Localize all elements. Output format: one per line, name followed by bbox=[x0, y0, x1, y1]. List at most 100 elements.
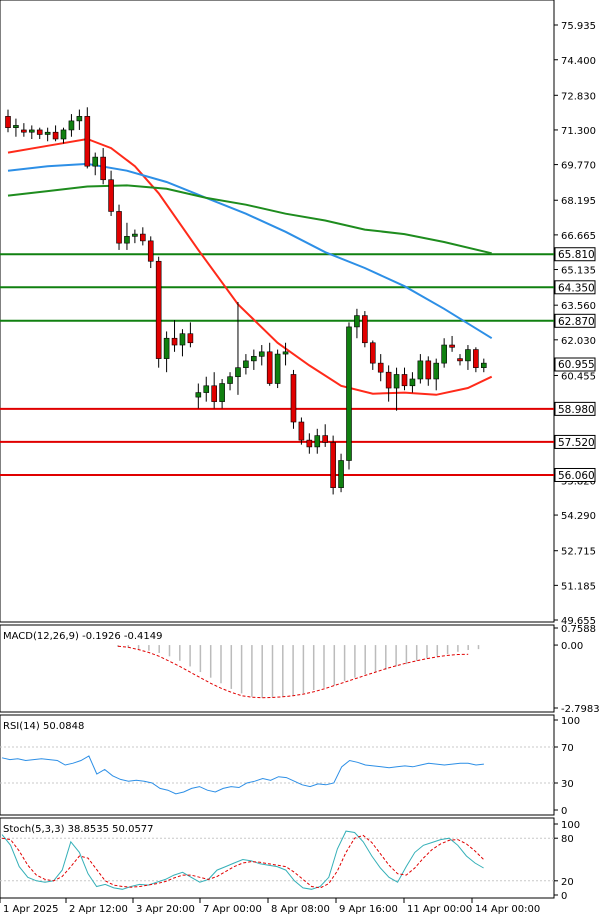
level-badge-label: 64.350 bbox=[558, 282, 595, 294]
candle-body bbox=[266, 351, 273, 384]
time-tick-label: 14 Apr 00:00 bbox=[475, 904, 540, 915]
price-tick-label: 62.030 bbox=[561, 336, 596, 347]
rsi-line bbox=[1, 755, 484, 795]
stochastic-panel[interactable]: Stoch(5,3,3) 38.8535 50.0577 100 80 20 0 bbox=[0, 817, 580, 902]
moving-average-line bbox=[7, 184, 492, 255]
current-price-badge: 60.955 bbox=[554, 357, 596, 372]
candle-body bbox=[473, 349, 479, 368]
candle-body bbox=[449, 344, 455, 348]
level-price-badges: 65.810 64.350 62.870 58.980 57.520 56.060 bbox=[554, 247, 596, 482]
candle-body bbox=[44, 131, 51, 135]
candle-body bbox=[346, 326, 352, 461]
level-badge bbox=[554, 401, 596, 416]
candle-body bbox=[5, 116, 11, 128]
candle-body bbox=[84, 116, 91, 167]
candle-body bbox=[76, 116, 83, 122]
candle-body bbox=[433, 362, 440, 380]
candle-body bbox=[243, 360, 249, 368]
time-tick-label: 7 Apr 00:00 bbox=[203, 904, 262, 915]
candle-body bbox=[36, 129, 43, 135]
rsi-tick-label: 30 bbox=[561, 779, 574, 790]
level-badge-label: 62.870 bbox=[558, 316, 595, 328]
candle-body bbox=[417, 360, 424, 380]
candle-body bbox=[258, 351, 265, 357]
macd-title: MACD(12,26,9) -0.1926 -0.4149 bbox=[3, 631, 163, 642]
macd-axis: 0.7588 0.00 -2.7983 bbox=[554, 624, 600, 715]
candle-body bbox=[393, 374, 400, 389]
candle-body bbox=[219, 383, 225, 402]
candle-body bbox=[282, 351, 289, 355]
candle-body bbox=[108, 179, 114, 212]
candle-body bbox=[52, 131, 59, 140]
candle-body bbox=[203, 385, 210, 393]
price-tick-label: 60.455 bbox=[561, 371, 596, 382]
price-panel[interactable]: 75.935 74.400 72.830 71.300 69.770 68.195 66.6… bbox=[0, 0, 596, 627]
candle-body bbox=[306, 439, 313, 448]
candle-body bbox=[100, 156, 106, 181]
candle-body bbox=[116, 211, 122, 244]
candle-body bbox=[147, 240, 154, 262]
candle-body bbox=[385, 371, 392, 389]
stoch-tick-label: 100 bbox=[561, 820, 580, 831]
candle-body bbox=[211, 385, 217, 402]
candle-body bbox=[92, 156, 99, 167]
rsi-panel[interactable]: RSI(14) 50.0848 100 70 30 0 bbox=[0, 714, 580, 817]
rsi-tick-label: 0 bbox=[561, 806, 567, 817]
candle-body bbox=[227, 376, 233, 384]
price-tick-label: 63.560 bbox=[561, 301, 596, 312]
time-tick-label: 2 Apr 12:00 bbox=[69, 904, 128, 915]
time-tick-label: 3 Apr 20:00 bbox=[136, 904, 195, 915]
candle-body bbox=[132, 233, 138, 237]
stoch-lines bbox=[1, 830, 484, 890]
stoch-main-path bbox=[1, 830, 484, 890]
candle-body bbox=[235, 367, 241, 378]
candle-body bbox=[338, 460, 344, 488]
candle-body bbox=[140, 233, 146, 242]
level-badge-label: 65.810 bbox=[558, 249, 595, 261]
price-panel-border bbox=[0, 0, 555, 623]
level-badge bbox=[554, 467, 596, 482]
candle-body bbox=[369, 342, 376, 364]
level-badge bbox=[554, 280, 596, 295]
time-tick-label: 1 Apr 2025 bbox=[3, 904, 58, 915]
price-tick-label: 54.290 bbox=[561, 511, 596, 522]
candle-body bbox=[425, 360, 432, 380]
candlesticks bbox=[5, 107, 487, 495]
candle-body bbox=[171, 337, 178, 346]
price-tick-label: 49.655 bbox=[561, 616, 596, 627]
level-badge bbox=[554, 434, 596, 449]
candle-body bbox=[480, 362, 487, 368]
candle-body bbox=[179, 333, 186, 346]
level-badge bbox=[554, 313, 596, 328]
candle-body bbox=[330, 442, 336, 488]
price-tick-label: 71.300 bbox=[561, 126, 596, 137]
rsi-panel-border bbox=[0, 714, 555, 816]
candle-body bbox=[155, 260, 162, 359]
stoch-tick-label: 20 bbox=[561, 877, 574, 888]
stoch-tick-label: 80 bbox=[561, 834, 574, 845]
rsi-axis: 100 70 30 0 bbox=[554, 716, 580, 817]
candle-body bbox=[195, 392, 202, 398]
stoch-tick-label: 0 bbox=[561, 891, 567, 902]
candle-body bbox=[68, 120, 75, 131]
level-badge-label: 56.060 bbox=[558, 470, 595, 482]
candle-body bbox=[401, 374, 408, 387]
candle-body bbox=[298, 421, 305, 441]
price-tick-label: 65.135 bbox=[561, 266, 596, 277]
macd-panel[interactable]: MACD(12,26,9) -0.1926 -0.4149 0.7588 0.00… bbox=[0, 624, 600, 715]
price-tick-label: 74.400 bbox=[561, 56, 596, 67]
price-tick-label: 52.715 bbox=[561, 547, 596, 558]
candle-body bbox=[187, 333, 194, 344]
stoch-axis: 100 80 20 0 bbox=[554, 820, 580, 902]
candle-body bbox=[457, 358, 463, 362]
macd-tick-label: 0.7588 bbox=[561, 624, 596, 635]
time-axis: 1 Apr 2025 2 Apr 12:00 3 Apr 20:00 7 Apr 00… bbox=[0, 898, 540, 915]
candle-body bbox=[362, 315, 368, 344]
level-badge bbox=[554, 247, 596, 262]
stoch-panel-border bbox=[0, 817, 555, 899]
candle-body bbox=[163, 337, 170, 359]
candle-body bbox=[290, 374, 297, 423]
level-badge-label: 58.980 bbox=[558, 404, 595, 416]
candle-body bbox=[314, 435, 321, 448]
candle-body bbox=[60, 129, 67, 140]
